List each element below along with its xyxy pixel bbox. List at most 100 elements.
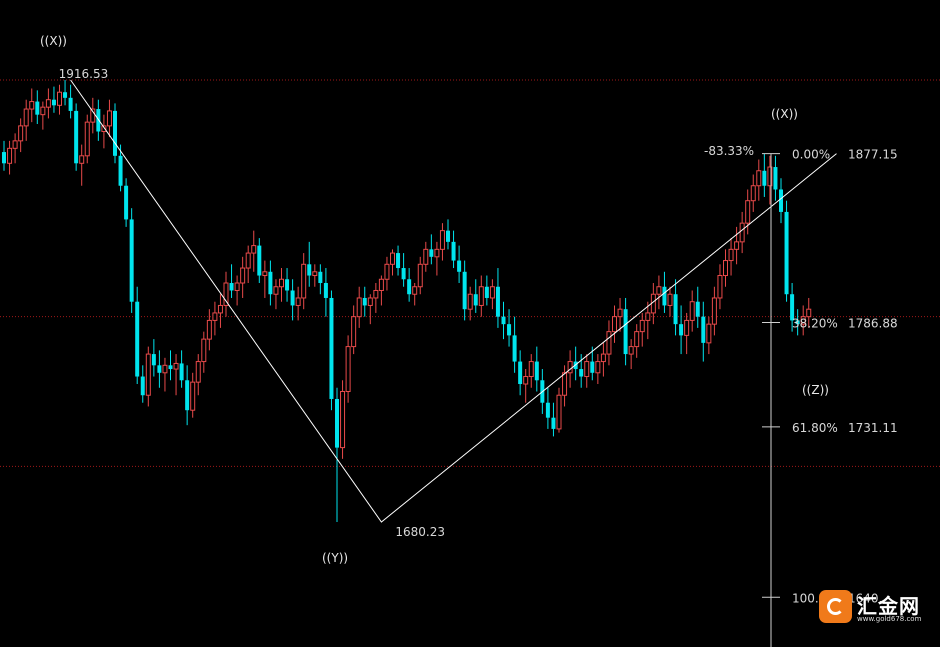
candle	[790, 283, 795, 332]
candle-body-down	[113, 110, 117, 156]
dotted-level-lines	[0, 79, 940, 467]
candle	[701, 301, 706, 362]
candle-body-up	[523, 376, 529, 385]
candle-body-down	[2, 152, 6, 164]
candle	[345, 335, 351, 403]
candle-body-down	[257, 245, 262, 276]
candle-body-down	[68, 97, 73, 111]
elliott-wave-line	[70, 79, 837, 523]
wave-label-x-start: ((X))	[40, 34, 67, 48]
candle	[335, 387, 339, 522]
candle-body-down	[329, 297, 334, 399]
candle	[462, 260, 467, 321]
logo-icon	[819, 590, 852, 623]
candle-body-up	[478, 286, 484, 306]
candle	[412, 283, 418, 306]
candle	[12, 133, 18, 164]
candle	[185, 365, 190, 426]
candle-body-up	[617, 308, 623, 318]
candle-body-up	[84, 121, 90, 157]
fib-level-1-value: 1786.88	[848, 317, 898, 331]
candle-body-up	[18, 125, 24, 142]
fib-level-3-percent: 100.0	[792, 591, 826, 605]
candle-body-up	[29, 101, 35, 110]
candle-body-up	[345, 346, 351, 392]
candle	[101, 114, 107, 149]
candle-body-up	[711, 297, 717, 325]
candle	[407, 268, 412, 302]
candle	[756, 159, 762, 201]
candle-body-down	[457, 260, 462, 272]
candle	[706, 316, 712, 355]
candle	[168, 350, 173, 381]
candle	[257, 238, 262, 284]
candle	[223, 271, 229, 317]
candle-body-up	[23, 108, 29, 127]
candle	[767, 155, 773, 205]
candle	[673, 279, 678, 336]
candle	[262, 260, 268, 298]
candle	[106, 99, 112, 138]
candle	[295, 286, 301, 321]
candle-body-down	[773, 167, 778, 190]
candle-body-down	[401, 268, 406, 280]
candle	[606, 320, 612, 366]
candle-body-down	[323, 283, 328, 298]
candle-body-down	[451, 241, 456, 261]
candle-body-down	[795, 320, 800, 325]
candle	[113, 103, 117, 164]
candle-body-up	[556, 394, 562, 430]
candle	[528, 354, 534, 388]
candle	[501, 301, 506, 340]
candle-body-down	[534, 361, 539, 381]
candle	[273, 279, 279, 310]
candle	[689, 290, 695, 332]
candle	[68, 84, 73, 119]
candle-body-down	[495, 286, 500, 317]
fib-level-3-value: 1640.	[848, 591, 882, 605]
candle	[551, 402, 556, 437]
candle	[728, 238, 734, 276]
watermark-logo: 汇金网 www.gold678.com	[819, 588, 931, 628]
candle	[7, 140, 13, 175]
candle-body-up	[212, 312, 218, 321]
candle-body-up	[295, 297, 301, 306]
candle-body-up	[806, 308, 812, 318]
candle	[584, 354, 590, 388]
logo-name: 汇金网	[857, 594, 920, 618]
candle	[162, 357, 168, 392]
candle	[18, 118, 24, 153]
candle-body-up	[423, 248, 429, 265]
candle-body-up	[562, 372, 568, 396]
candle-body-up	[40, 106, 46, 116]
candle-body-up	[467, 293, 473, 310]
candle-body-down	[362, 297, 367, 306]
candle	[717, 264, 723, 310]
candle	[362, 286, 367, 317]
candle	[401, 253, 406, 287]
candle-body-down	[512, 335, 517, 362]
candle	[806, 297, 812, 328]
candle-body-up	[173, 362, 179, 370]
candle	[396, 245, 401, 276]
candle	[323, 268, 328, 317]
candle	[711, 286, 717, 336]
logo-url: www.gold678.com	[857, 615, 922, 623]
candle-body-down	[446, 230, 450, 242]
candle-body-down	[484, 286, 489, 298]
candle	[35, 90, 40, 125]
candle-body-up	[567, 361, 573, 374]
candle	[23, 99, 29, 141]
candle-body-down	[545, 402, 550, 418]
candle-body-up	[600, 353, 606, 363]
candle-body-up	[340, 390, 346, 449]
candle-body-up	[79, 155, 85, 164]
candle	[340, 380, 346, 459]
candle	[734, 226, 740, 265]
candle-body-up	[595, 361, 601, 374]
candle	[40, 101, 46, 130]
low-price-label: 1680.23	[395, 525, 445, 539]
candle-body-up	[756, 170, 762, 187]
candle-body-down	[318, 271, 323, 284]
